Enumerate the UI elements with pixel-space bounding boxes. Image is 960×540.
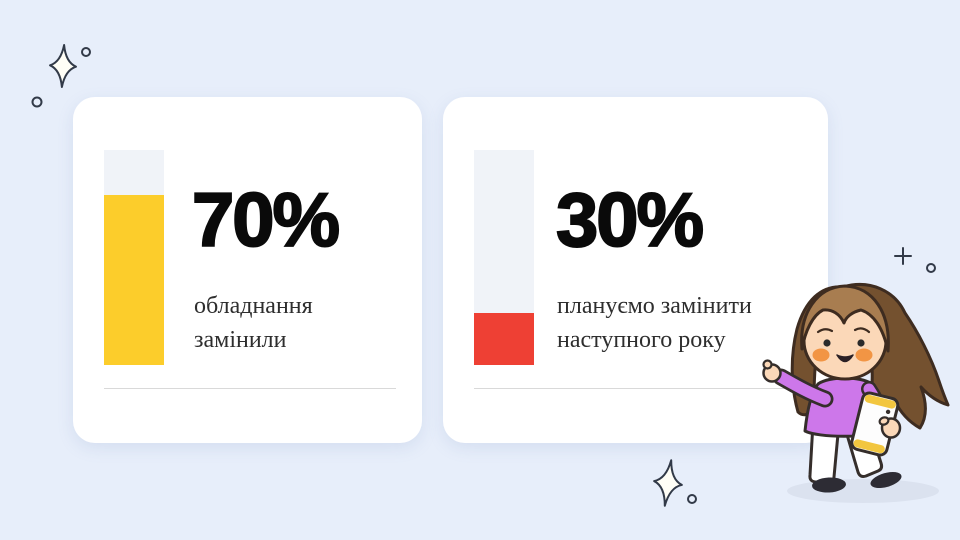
eye-left	[823, 339, 831, 347]
percent-value: 30%	[555, 178, 705, 263]
cheek-right	[855, 348, 873, 362]
camera-dot-icon	[885, 409, 891, 415]
divider-line	[104, 388, 396, 389]
circle-dot-icon	[687, 494, 697, 504]
stat-card-planned: 30% плануємо замінити наступного року	[443, 97, 828, 443]
sparkle-icon	[653, 459, 697, 507]
sparkle-icon	[31, 44, 91, 108]
eyebrow-left	[816, 328, 834, 334]
eye-right	[857, 339, 865, 347]
progress-bar-fill	[104, 195, 164, 365]
circle-dot-icon	[926, 263, 936, 273]
hair-bangs	[800, 284, 890, 353]
progress-bar-track	[104, 150, 164, 365]
character-illustration	[762, 283, 950, 503]
label-line: замінили	[194, 327, 287, 353]
divider-line	[474, 388, 796, 389]
label-line: наступного року	[557, 327, 726, 353]
thumb-left	[762, 359, 773, 370]
label-line: плануємо замінити	[557, 293, 752, 319]
cheek-left	[812, 348, 830, 362]
percent-value: 70%	[191, 178, 341, 263]
eyebrow-right	[853, 327, 871, 334]
shoe-left	[812, 477, 846, 493]
thumb-right	[878, 416, 890, 426]
progress-bar-track	[474, 150, 534, 365]
stat-card-replaced: 70% обладнання замінили	[73, 97, 422, 443]
label-line: обладнання	[194, 293, 313, 319]
tablet-device	[850, 391, 900, 457]
percent-label: обладнання замінили	[194, 289, 313, 357]
circle-dot-icon	[81, 47, 91, 57]
mouth	[836, 354, 854, 363]
sleeve-left	[775, 371, 831, 405]
circle-dot-icon	[31, 96, 43, 108]
percent-label: плануємо замінити наступного року	[557, 289, 752, 357]
ground-shadow	[787, 479, 939, 503]
plus-icon	[894, 247, 936, 273]
progress-bar-fill	[474, 313, 534, 365]
shoe-right	[870, 471, 902, 489]
